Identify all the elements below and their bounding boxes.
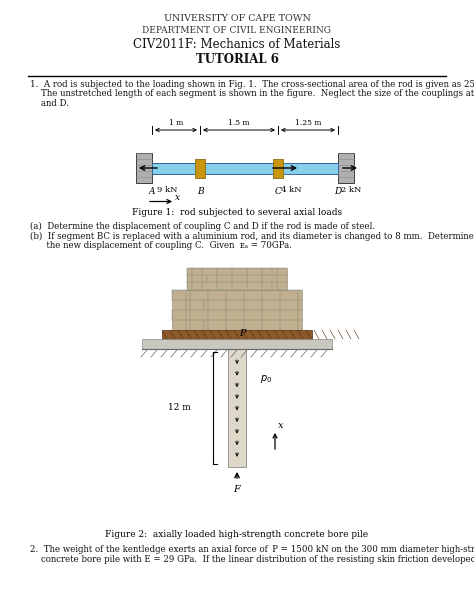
Text: 1.25 m: 1.25 m <box>295 119 321 127</box>
Text: 2 kN: 2 kN <box>341 186 361 194</box>
Text: and D.: and D. <box>30 99 69 108</box>
Text: x: x <box>175 194 180 202</box>
Bar <box>338 153 354 183</box>
Text: DEPARTMENT OF CIVIL ENGINEERING: DEPARTMENT OF CIVIL ENGINEERING <box>143 26 331 35</box>
Text: (a)  Determine the displacement of coupling C and D if the rod is made of steel.: (a) Determine the displacement of coupli… <box>30 222 375 231</box>
Bar <box>195 159 205 178</box>
Text: 1.  A rod is subjected to the loading shown in Fig. 1.  The cross-sectional area: 1. A rod is subjected to the loading sho… <box>30 80 474 89</box>
Bar <box>187 268 287 290</box>
Text: TUTORIAL 6: TUTORIAL 6 <box>196 53 278 66</box>
Text: 9 kN: 9 kN <box>157 186 177 194</box>
Bar <box>228 349 246 467</box>
Text: Figure 1:  rod subjected to several axial loads: Figure 1: rod subjected to several axial… <box>132 208 342 217</box>
Text: C: C <box>274 186 282 196</box>
Text: x: x <box>278 421 283 430</box>
Bar <box>162 330 312 339</box>
Bar <box>142 339 332 349</box>
Bar <box>136 153 152 183</box>
Text: the new displacement of coupling C.  Given  ᴇₐ = 70GPa.: the new displacement of coupling C. Give… <box>30 242 292 251</box>
Bar <box>273 159 283 178</box>
Text: F: F <box>234 485 240 494</box>
Text: A: A <box>149 186 155 196</box>
Text: The unstretched length of each segment is shown in the figure.  Neglect the size: The unstretched length of each segment i… <box>30 89 474 99</box>
Text: 4 kN: 4 kN <box>281 186 301 194</box>
Text: CIV2011F: Mechanics of Materials: CIV2011F: Mechanics of Materials <box>133 38 341 51</box>
Text: 1 m: 1 m <box>169 119 183 127</box>
Text: $p_0$: $p_0$ <box>260 373 272 385</box>
Bar <box>152 162 338 173</box>
Text: 1.5 m: 1.5 m <box>228 119 250 127</box>
Text: B: B <box>197 186 203 196</box>
Text: D: D <box>334 186 342 196</box>
Bar <box>172 290 302 330</box>
Text: P: P <box>239 329 246 338</box>
Text: 12 m: 12 m <box>168 403 191 413</box>
Text: Figure 2:  axially loaded high-strength concrete bore pile: Figure 2: axially loaded high-strength c… <box>105 530 369 539</box>
Text: UNIVERSITY OF CAPE TOWN: UNIVERSITY OF CAPE TOWN <box>164 14 310 23</box>
Text: (b)  If segment BC is replaced with a aluminium rod, and its diameter is changed: (b) If segment BC is replaced with a alu… <box>30 232 474 241</box>
Text: 2.  The weight of the kentledge exerts an axial force of  P = 1500 kN on the 300: 2. The weight of the kentledge exerts an… <box>30 545 474 554</box>
Text: concrete bore pile with E = 29 GPa.  If the linear distribution of the resisting: concrete bore pile with E = 29 GPa. If t… <box>30 555 474 563</box>
